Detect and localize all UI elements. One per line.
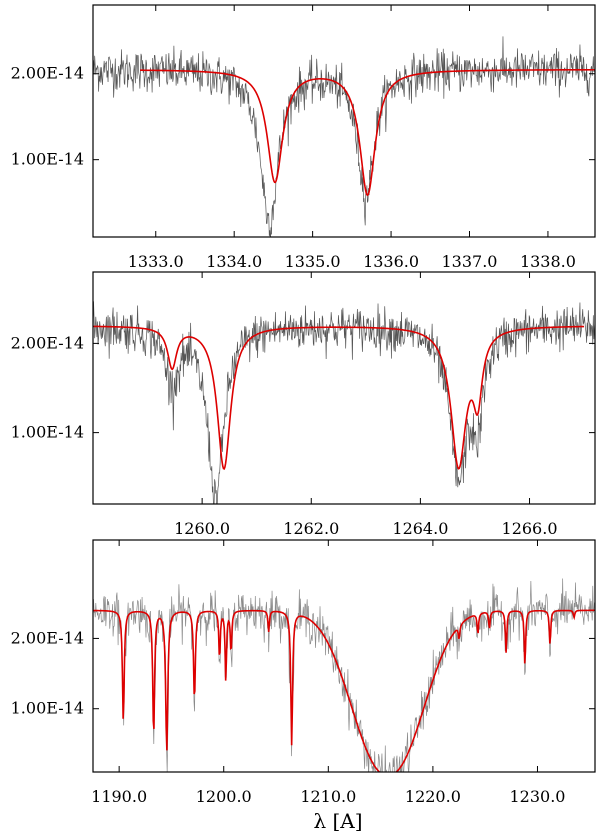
plot-frame bbox=[92, 539, 596, 773]
plot-frame bbox=[92, 4, 596, 238]
x-axis-title: λ [A] bbox=[313, 809, 362, 833]
y-tick-label: 1.00E-14 bbox=[11, 423, 84, 442]
x-tick-label: 1220.0 bbox=[405, 787, 461, 806]
x-tick-label: 1210.0 bbox=[300, 787, 356, 806]
x-tick-label: 1260.0 bbox=[174, 519, 230, 538]
series-model-line bbox=[93, 609, 595, 772]
y-tick-label: 1.00E-14 bbox=[11, 699, 84, 718]
x-tick-label: 1262.0 bbox=[283, 519, 339, 538]
y-tick-label: 2.00E-14 bbox=[11, 628, 84, 647]
panel-2: 1260.0 1262.0 1264.0 1266.0 1.00E-14 2.00E-14 bbox=[11, 271, 596, 538]
x-tick-label: 1264.0 bbox=[392, 519, 448, 538]
x-tick-label: 1336.0 bbox=[363, 252, 419, 271]
series-model-line bbox=[140, 68, 595, 197]
x-tick-label: 1338.0 bbox=[520, 252, 576, 271]
x-tick-label: 1334.0 bbox=[206, 252, 262, 271]
x-tick-label: 1200.0 bbox=[196, 787, 252, 806]
x-tick-label: 1230.0 bbox=[509, 787, 565, 806]
plot-frame bbox=[92, 271, 596, 505]
y-tick-label: 2.00E-14 bbox=[11, 64, 84, 83]
series-observed-line bbox=[93, 578, 595, 772]
panel-1: 1333.0 1334.0 1335.0 1336.0 1337.0 1338.0 1.00… bbox=[11, 4, 596, 271]
x-tick-label: 1335.0 bbox=[285, 252, 341, 271]
series-observed-line bbox=[93, 301, 595, 504]
panel-3: 1190.0 1200.0 1210.0 1220.0 1230.0 1.00E-14 2.… bbox=[11, 539, 596, 833]
y-tick-label: 1.00E-14 bbox=[11, 150, 84, 169]
x-tick-label: 1190.0 bbox=[91, 787, 147, 806]
series-observed-line bbox=[93, 36, 595, 237]
x-tick-label: 1337.0 bbox=[442, 252, 498, 271]
series-model-line bbox=[93, 325, 585, 470]
x-tick-label: 1266.0 bbox=[502, 519, 558, 538]
x-tick-label: 1333.0 bbox=[128, 252, 184, 271]
y-tick-label: 2.00E-14 bbox=[11, 333, 84, 352]
